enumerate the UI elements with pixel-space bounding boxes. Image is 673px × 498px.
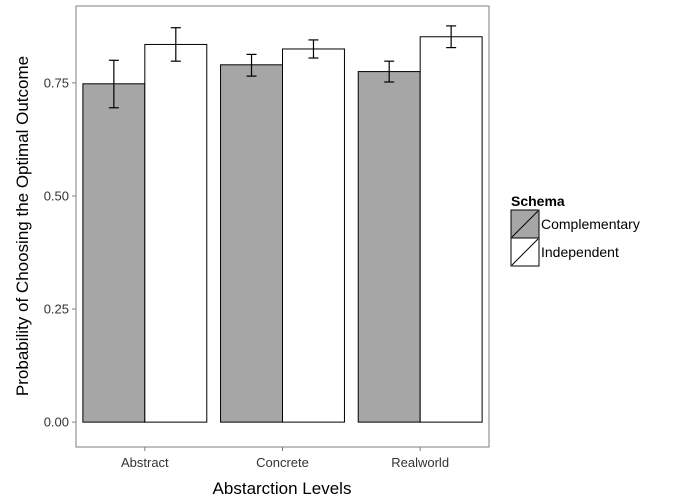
legend-title: Schema bbox=[511, 193, 565, 209]
bar-realworld-complementary bbox=[357, 71, 421, 423]
bar-realworld-independent bbox=[419, 36, 483, 423]
bars-layer bbox=[82, 36, 483, 423]
legend-swatch-slash bbox=[511, 238, 539, 266]
x-axis: Abstract Concrete Realworld bbox=[121, 447, 449, 470]
y-axis-title: Probability of Choosing the Optimal Outc… bbox=[13, 56, 32, 396]
x-axis-title: Abstarction Levels bbox=[213, 479, 352, 498]
legend-item-independent: Independent bbox=[510, 237, 619, 267]
error-bar-concrete-independent bbox=[308, 39, 319, 59]
x-tick-label: Realworld bbox=[391, 455, 449, 470]
y-tick-label: 0.25 bbox=[44, 302, 69, 317]
legend-label: Complementary bbox=[541, 216, 640, 232]
error-bar-abstract-independent bbox=[170, 27, 181, 62]
bar-concrete-complementary bbox=[220, 64, 284, 423]
y-tick-label: 0.00 bbox=[44, 415, 69, 430]
y-axis: 0.00 0.25 0.50 0.75 bbox=[44, 75, 76, 430]
error-bars-layer bbox=[108, 25, 457, 109]
legend-swatch-slash bbox=[511, 210, 539, 238]
legend: Schema Complementary Independent bbox=[510, 193, 640, 267]
y-tick-label: 0.75 bbox=[44, 75, 69, 90]
bar-abstract-independent bbox=[144, 43, 208, 423]
error-bar-abstract-complementary bbox=[108, 59, 119, 109]
error-bar-realworld-complementary bbox=[384, 60, 395, 83]
error-bar-concrete-complementary bbox=[246, 53, 257, 77]
error-bar-realworld-independent bbox=[446, 25, 457, 49]
legend-item-complementary: Complementary bbox=[510, 209, 640, 239]
bar-abstract-complementary bbox=[82, 83, 146, 423]
bar-concrete-independent bbox=[282, 48, 345, 423]
y-tick-label: 0.50 bbox=[44, 188, 69, 203]
x-tick-label: Concrete bbox=[256, 455, 309, 470]
legend-label: Independent bbox=[541, 244, 619, 260]
x-tick-label: Abstract bbox=[121, 455, 169, 470]
